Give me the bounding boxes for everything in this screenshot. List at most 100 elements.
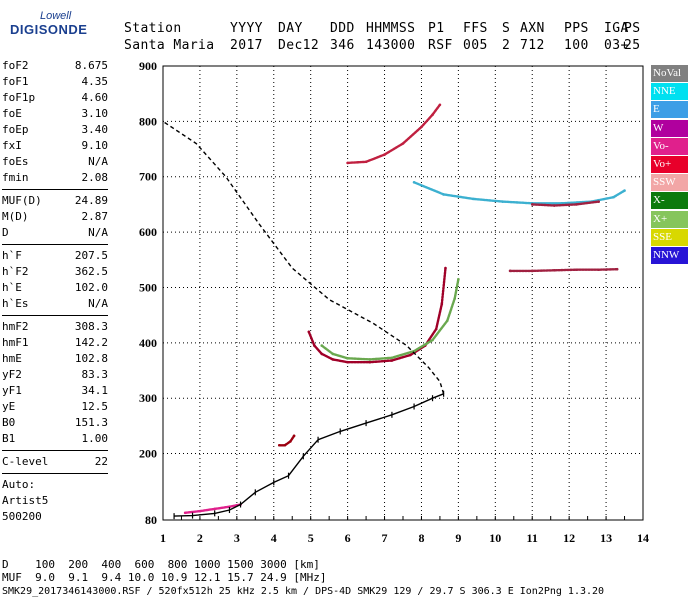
data-point: [597, 268, 600, 272]
file-info-line: SMK29_2017346143000.RSF / 520fx512h 25 k…: [2, 586, 605, 597]
param-row: hmF1 142.2: [2, 336, 108, 351]
data-point: [198, 509, 202, 513]
distance-line: D 100 200 400 600 800 1000 1500 3000 [km…: [2, 558, 320, 571]
legend-item-x: X+: [651, 210, 688, 228]
param-label: foF2: [2, 59, 29, 72]
y-tick-label: 700: [139, 170, 157, 184]
param-row: foF1 4.35: [2, 75, 108, 90]
logo-digisonde: DIGISONDE: [10, 22, 88, 37]
param-value: 22: [94, 455, 108, 468]
data-point: [508, 269, 512, 273]
data-point: [434, 327, 438, 331]
legend-item-vo: Vo+: [651, 156, 688, 173]
header-row1-cell: DAY: [278, 21, 303, 36]
header-row2-cell: 25: [624, 38, 641, 53]
data-point: [183, 511, 187, 515]
data-point: [438, 103, 442, 107]
data-point: [431, 338, 434, 342]
series-line: [346, 103, 442, 165]
logo-lowell: Lowell: [40, 10, 72, 22]
param-value: 151.3: [74, 416, 108, 429]
legend-item-w: W: [651, 119, 688, 137]
data-point: [623, 189, 626, 192]
header-row1-cell: IGA: [604, 21, 629, 36]
param-label: D: [2, 226, 9, 239]
data-point: [440, 302, 444, 306]
param-label: hmF2: [2, 320, 29, 333]
param-separator: [2, 315, 108, 316]
param-row: h`F 207.5: [2, 249, 108, 264]
param-value: 12.5: [81, 400, 109, 413]
legend-item-noval: NoVal: [651, 65, 688, 82]
header-row2-cell: 100: [564, 38, 589, 53]
data-point: [368, 360, 372, 364]
data-point: [283, 443, 287, 447]
param-row: foF2 8.675: [2, 59, 108, 74]
param-value: N/A: [88, 297, 108, 310]
param-value: 142.2: [74, 336, 108, 349]
param-value: 4.35: [81, 75, 109, 88]
data-point: [412, 180, 416, 184]
data-point: [320, 344, 324, 347]
param-label: B0: [2, 416, 16, 429]
param-label: MUF(D): [2, 194, 42, 207]
legend-item-sse: SSE: [651, 228, 688, 246]
header-row2-cell: Dec12: [278, 38, 320, 53]
x-tick-label: 2: [197, 531, 203, 545]
param-value: 3.10: [81, 107, 109, 120]
data-point: [457, 277, 460, 281]
y-tick-label: 200: [139, 447, 157, 461]
muf-line: MUF 9.0 9.1 9.4 10.0 10.9 12.1 15.7 24.9…: [2, 571, 327, 584]
data-point: [420, 125, 423, 129]
series-line: [531, 200, 600, 207]
auto-scaling-info: Artist5: [2, 494, 49, 507]
data-point: [553, 204, 556, 207]
legend-item-nnw: NNW: [651, 247, 688, 264]
data-point: [292, 434, 296, 438]
data-point: [346, 357, 349, 360]
data-point: [401, 142, 405, 145]
data-point: [612, 195, 615, 199]
data-point: [289, 440, 292, 443]
series-1: [320, 277, 460, 361]
param-value: 308.3: [74, 320, 108, 333]
header-row1-cell: PS: [624, 21, 641, 36]
x-tick-label: 3: [234, 531, 240, 545]
param-separator: [2, 189, 108, 190]
series-3: [278, 434, 296, 447]
param-value: 102.0: [74, 281, 108, 294]
param-row: MUF(D) 24.89: [2, 194, 108, 209]
param-value: 8.675: [74, 59, 108, 72]
y-tick-label: 800: [139, 114, 157, 128]
data-point: [575, 203, 578, 206]
x-tick-label: 11: [527, 531, 538, 545]
series-line: [174, 393, 444, 517]
param-label: hmE: [2, 352, 22, 365]
param-label: B1: [2, 432, 16, 445]
x-tick-label: 10: [489, 531, 501, 545]
y-tick-label: 400: [139, 336, 157, 350]
header-row1-cell: FFS: [463, 21, 488, 36]
header-row1-cell: P1: [428, 21, 445, 36]
x-tick-label: 1: [160, 531, 166, 545]
param-label: C-level: [2, 455, 49, 468]
param-row: yF1 34.1: [2, 384, 108, 399]
legend-item-x: X-: [651, 192, 688, 210]
param-row: h`E 102.0: [2, 281, 108, 296]
param-label: foEp: [2, 123, 29, 136]
param-value: 9.10: [81, 139, 109, 152]
header-row2-cell: RSF: [428, 38, 453, 53]
param-value: 3.40: [81, 123, 109, 136]
x-tick-label: 6: [345, 531, 351, 545]
header-row2-cell: 005: [463, 38, 488, 53]
param-label: hmF1: [2, 336, 29, 349]
y-tick-label: 300: [139, 391, 157, 405]
param-row: B1 1.00: [2, 432, 108, 447]
param-label: foF1p: [2, 91, 36, 104]
param-row: D N/A: [2, 226, 108, 241]
data-point: [553, 269, 556, 272]
param-row: M(D) 2.87: [2, 210, 108, 225]
x-tick-label: 4: [271, 531, 277, 545]
series-line: [278, 434, 296, 447]
